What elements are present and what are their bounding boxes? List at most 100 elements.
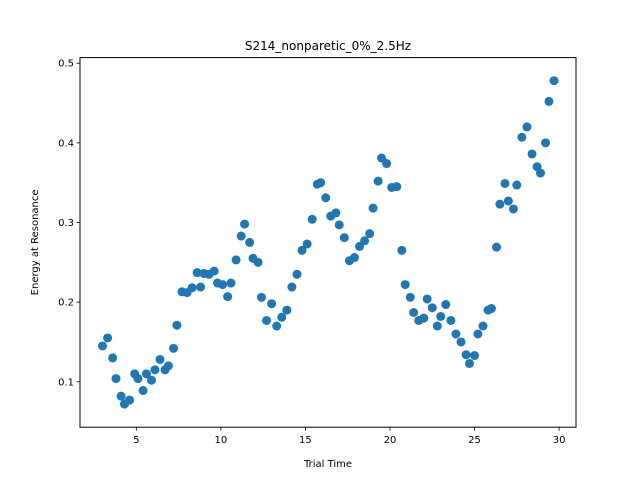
data-point (339, 233, 349, 243)
data-point (360, 236, 370, 246)
data-point (209, 266, 219, 276)
data-point (382, 159, 392, 169)
data-point (527, 149, 537, 159)
data-point (172, 320, 182, 330)
data-point (272, 321, 282, 331)
data-point (292, 269, 302, 279)
data-point (116, 391, 126, 401)
data-point (419, 313, 429, 323)
y-tick-label: 0.3 (58, 218, 74, 229)
y-tick-label: 0.4 (58, 138, 74, 149)
data-point (522, 122, 532, 132)
data-point (508, 204, 518, 214)
data-point (331, 208, 341, 218)
data-point (517, 132, 527, 142)
data-point (282, 305, 292, 315)
data-point (125, 395, 135, 405)
data-point (427, 303, 437, 313)
x-tick-label: 30 (553, 435, 566, 446)
data-point (302, 239, 312, 249)
x-axis: 5 10 15 20 25 30 (133, 427, 565, 446)
data-point (307, 214, 317, 224)
data-point (226, 278, 236, 288)
data-point (512, 180, 522, 190)
y-axis: 0.1 0.2 0.3 0.4 0.5 (58, 59, 80, 388)
data-point (549, 76, 559, 86)
data-point (365, 229, 375, 239)
data-point (218, 280, 228, 290)
data-point (451, 329, 461, 339)
data-point (446, 315, 456, 325)
x-axis-label: Trial Time (303, 459, 352, 470)
data-point (503, 196, 513, 206)
data-point (405, 292, 415, 302)
data-point (464, 358, 474, 368)
data-point (478, 321, 488, 331)
x-tick-label: 10 (215, 435, 228, 446)
data-point (231, 255, 241, 265)
data-point (541, 138, 551, 148)
data-point (245, 237, 255, 247)
data-point (138, 386, 148, 396)
plot-frame (79, 57, 577, 428)
data-point (287, 282, 297, 292)
y-tick-label: 0.2 (58, 298, 74, 309)
y-tick-label: 0.1 (58, 377, 74, 388)
x-tick-label: 15 (299, 435, 312, 446)
data-point (321, 193, 331, 203)
chart-title: S214_nonparetic_0%_2.5Hz (245, 39, 411, 53)
data-point (432, 321, 442, 331)
data-point (373, 176, 383, 186)
data-point (409, 307, 419, 317)
data-point (155, 354, 165, 364)
data-points (97, 76, 559, 409)
data-point (196, 282, 206, 292)
data-point (316, 178, 326, 188)
data-point (111, 374, 121, 384)
data-point (297, 245, 307, 255)
data-point (500, 178, 510, 188)
data-point (147, 375, 157, 385)
data-point (486, 304, 496, 314)
data-point (103, 333, 113, 343)
data-point (492, 242, 502, 252)
data-point (133, 374, 143, 384)
data-point (436, 311, 446, 321)
data-point (277, 312, 287, 322)
data-point (349, 253, 359, 263)
data-point (544, 96, 554, 106)
data-point (422, 294, 432, 304)
data-point (240, 219, 250, 229)
data-point (192, 268, 202, 278)
data-point (262, 315, 272, 325)
data-point (495, 199, 505, 209)
data-point (97, 341, 107, 351)
data-point (400, 280, 410, 290)
data-point (535, 168, 545, 178)
data-point (150, 365, 160, 375)
data-point (163, 361, 173, 371)
data-point (334, 220, 344, 230)
data-point (473, 329, 483, 339)
data-point (108, 353, 118, 363)
data-point (141, 369, 151, 379)
y-tick-label: 0.5 (58, 59, 74, 70)
data-point (368, 203, 378, 213)
data-point (256, 292, 266, 302)
data-point (456, 337, 466, 347)
data-point (236, 231, 246, 241)
data-point (169, 343, 179, 353)
data-point (461, 350, 471, 360)
x-tick-label: 5 (133, 435, 139, 446)
data-point (223, 292, 233, 302)
data-point (253, 257, 263, 267)
data-point (392, 182, 402, 192)
data-point (441, 300, 451, 310)
data-point (397, 245, 407, 255)
data-point (267, 299, 277, 309)
data-point (470, 351, 480, 361)
y-axis-label: Energy at Resonance (30, 189, 41, 295)
data-point (187, 283, 197, 293)
